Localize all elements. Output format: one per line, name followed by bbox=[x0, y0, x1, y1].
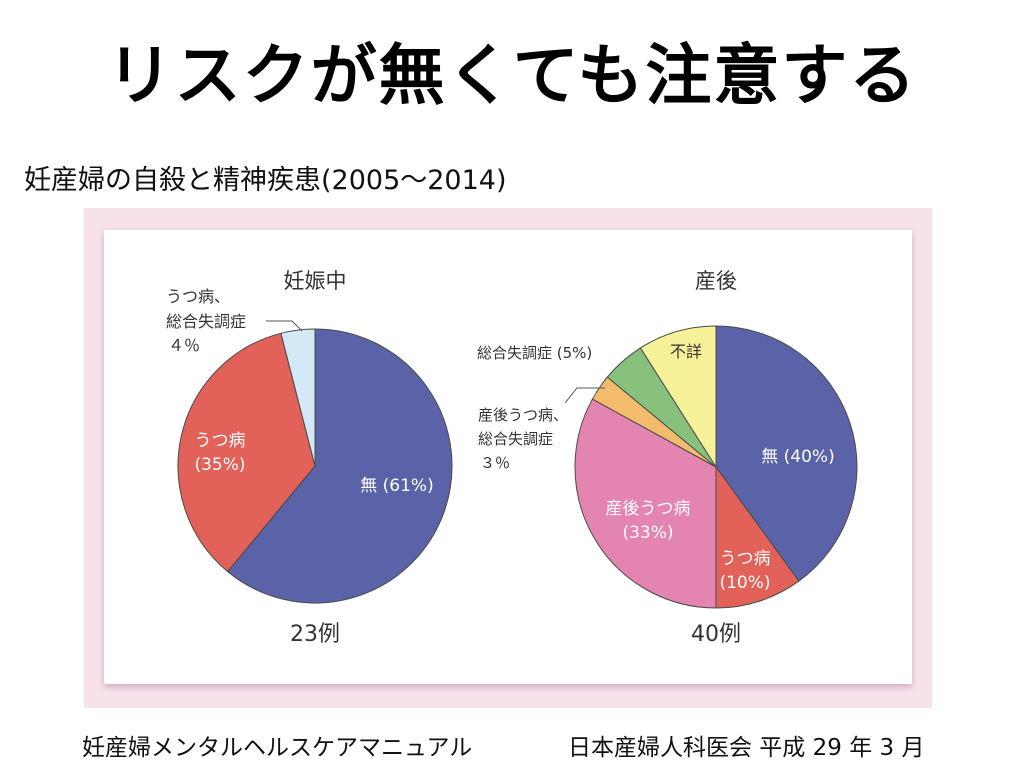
slice-label-pp-dep-schizo-line1: 産後うつ病、 bbox=[478, 406, 568, 424]
pie-total-postpartum: 40例 bbox=[691, 622, 741, 647]
slide-title: リスクが無くても注意する bbox=[106, 37, 918, 114]
pie-title-pregnancy: 妊娠中 bbox=[284, 269, 347, 293]
slice-label-dep-schizo-line2: 総合失調症 bbox=[166, 312, 246, 331]
pie-slice-1-2 bbox=[574, 398, 717, 609]
chart-subtitle: 妊産婦の自殺と精神疾患(2005～2014) bbox=[24, 165, 507, 196]
slice-label-depression-line1: うつ病 bbox=[195, 431, 246, 451]
pie-slice-1-5 bbox=[639, 325, 717, 469]
pie-title-postpartum: 産後 bbox=[695, 269, 737, 293]
pie-chart-postpartum bbox=[574, 325, 858, 609]
slice-label-pp-depression-line2: (10%) bbox=[719, 573, 770, 593]
slice-label-pp-dep-schizo-line2: 総合失調症 bbox=[478, 430, 553, 448]
slice-label-schizo: 総合失調症 (5%) bbox=[477, 344, 592, 362]
slice-label-none: 無 (61%) bbox=[360, 476, 433, 496]
pie-slice-1-0 bbox=[715, 325, 858, 582]
source-title: 妊産婦メンタルヘルスケアマニュアル bbox=[82, 735, 473, 761]
pie-slice-0-1 bbox=[177, 332, 316, 573]
slice-label-unknown: 不詳 bbox=[670, 342, 702, 361]
slice-label-dep-schizo-line1: うつ病、 bbox=[166, 287, 230, 306]
pie-slice-1-1 bbox=[715, 465, 800, 609]
slice-label-depression-line2: (35%) bbox=[194, 455, 245, 475]
pie-slice-0-2 bbox=[280, 328, 316, 467]
slice-label-postpartum-depression-line2: (33%) bbox=[622, 523, 673, 543]
pie-slice-0-0 bbox=[226, 328, 453, 604]
pie-chart-pregnancy bbox=[177, 328, 453, 604]
slice-label-postpartum-depression-line1: 産後うつ病 bbox=[606, 499, 691, 519]
slice-label-dep-schizo-line3: ４％ bbox=[168, 336, 200, 355]
leader-line-pp-dep-schizo bbox=[564, 387, 605, 404]
pie-total-pregnancy: 23例 bbox=[290, 622, 340, 647]
source-publisher: 日本産婦人科医会 平成 29 年 3 月 bbox=[568, 735, 925, 761]
leader-line-dep-schizo bbox=[266, 320, 303, 332]
slice-label-pp-none: 無 (40%) bbox=[761, 447, 834, 467]
slice-label-pp-dep-schizo-line3: ３％ bbox=[480, 454, 510, 472]
slice-label-pp-depression-line1: うつ病 bbox=[720, 549, 771, 569]
